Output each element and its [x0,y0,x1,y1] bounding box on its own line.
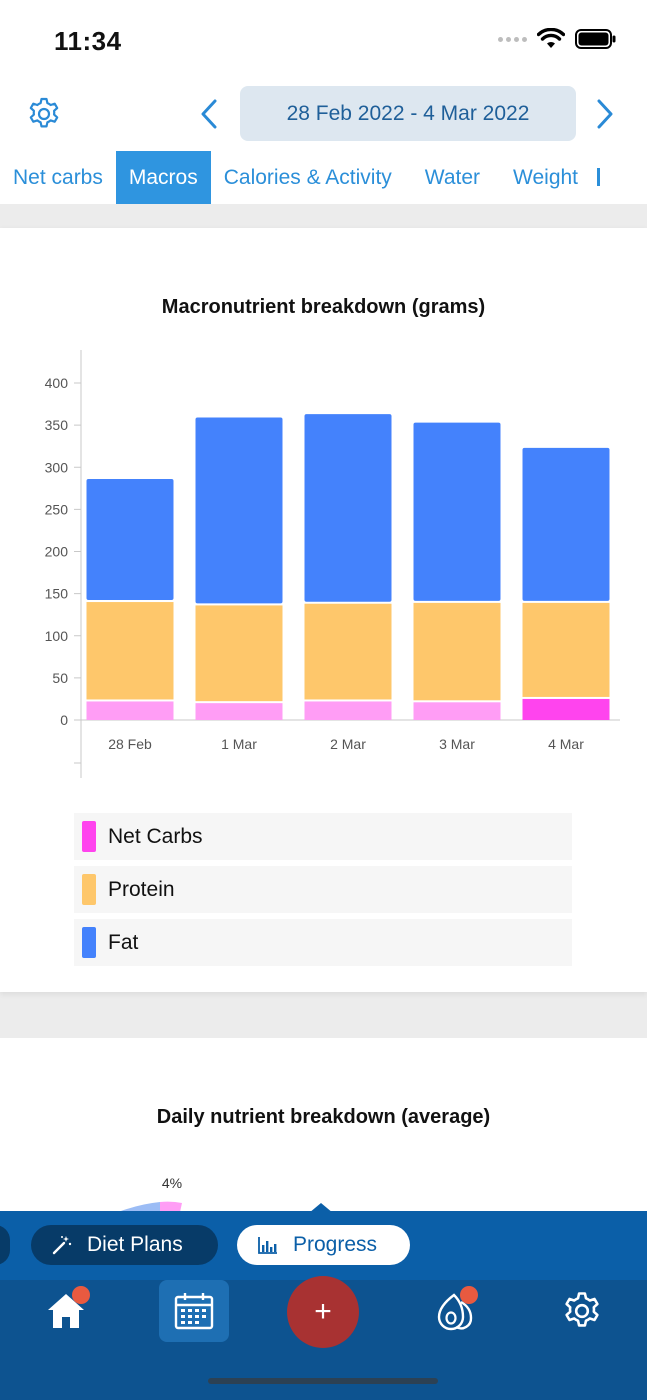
x-tick-label: 28 Feb [108,736,152,752]
date-range-selector[interactable]: 28 Feb 2022 - 4 Mar 2022 [240,86,576,141]
tab-bar: Net carbs Macros Calories & Activity Wat… [0,151,647,204]
y-tick-label: 150 [45,586,69,602]
bottom-navigation: Diet Plans Progress [0,1211,647,1400]
tab-net-carbs[interactable]: Net carbs [13,165,103,189]
food-tab[interactable] [424,1280,484,1342]
legend-item-net-carbs[interactable]: Net Carbs [74,813,572,860]
header: 28 Feb 2022 - 4 Mar 2022 Net carbs Macro… [0,80,647,204]
status-bar: 11:34 [0,0,647,80]
notification-badge [460,1286,478,1304]
battery-icon [575,29,616,49]
calendar-icon [174,1293,214,1330]
gear-icon[interactable] [26,96,62,132]
y-tick-label: 50 [52,670,68,686]
y-tick-label: 350 [45,417,69,433]
macronutrient-bar-chart: 0 50 100 150 200 250 300 350 400 28 Feb 1 Mar 2 Mar… [45,350,620,778]
calendar-tab[interactable] [159,1280,229,1342]
wifi-icon [537,28,565,48]
chevron-left-icon[interactable] [196,98,224,130]
pill-partial[interactable] [0,1225,10,1265]
bar-segment-protein [304,603,392,700]
bar-segment-fat [86,479,174,601]
bar-segment-net-carbs [522,698,610,720]
status-icons [498,28,617,50]
tab-weight[interactable]: Weight [513,165,579,189]
bar-segment-fat [522,447,610,601]
bar-segment-net-carbs [195,703,283,720]
y-tick-label: 300 [45,459,69,475]
pie-slice-pink [160,1201,182,1212]
settings-tab[interactable] [552,1280,612,1342]
bar-segment-protein [86,602,174,700]
pie-slice-blue [118,1202,160,1212]
tab-water[interactable]: Water [424,165,481,189]
legend-swatch [82,874,96,905]
y-tick-label: 400 [45,375,69,391]
home-indicator[interactable] [208,1378,438,1384]
pie-percent-label: 4% [162,1175,182,1191]
y-tick-label: 100 [45,628,69,644]
y-tick-label: 0 [60,712,68,728]
chart-title: Daily nutrient breakdown (average) [156,1106,491,1128]
x-tick-label: 4 Mar [548,736,584,752]
progress-indicator-notch [309,1203,333,1213]
progress-label: Progress [293,1233,378,1256]
y-tick-label: 250 [45,501,69,517]
diet-plans-label: Diet Plans [87,1233,183,1256]
bar-segment-fat [195,417,283,604]
x-tick-label: 3 Mar [439,736,475,752]
x-tick-label: 2 Mar [330,736,366,752]
y-tick-label: 200 [45,544,69,560]
bar-segment-fat [413,422,501,601]
daily-nutrient-card: Daily nutrient breakdown (average) 4% [0,1038,647,1238]
bar-segment-net-carbs [304,701,392,720]
notification-badge [72,1286,90,1304]
fruit-icon [437,1293,473,1331]
legend-label: Fat [108,930,139,954]
add-button[interactable]: + [287,1276,359,1348]
bar-segment-net-carbs [413,702,501,720]
home-tab[interactable] [36,1280,96,1342]
chart-title: Macronutrient breakdown (grams) [161,296,486,318]
bar-segment-fat [304,414,392,602]
home-icon [48,1294,84,1328]
tab-macros[interactable]: Macros [115,151,211,204]
chevron-right-icon[interactable] [590,98,618,130]
legend-item-fat[interactable]: Fat [74,919,572,966]
progress-button[interactable]: Progress [237,1225,410,1265]
bar-segment-protein [522,602,610,697]
tab-overflow-indicator [597,168,603,186]
section-pills: Diet Plans Progress [0,1225,647,1265]
signal-icon [498,36,527,42]
bar-segment-net-carbs [86,701,174,720]
nutrient-pie-chart: 4% [118,1175,182,1212]
x-tick-label: 1 Mar [221,736,257,752]
tab-dock: + [0,1276,647,1400]
legend-swatch [82,821,96,852]
diet-plans-button[interactable]: Diet Plans [31,1225,218,1265]
legend-label: Net Carbs [108,824,203,848]
macronutrient-card: Macronutrient breakdown (grams) 0 50 100 15… [0,228,647,992]
legend-label: Protein [108,877,175,901]
status-time: 11:34 [54,26,122,56]
tab-calories-activity[interactable]: Calories & Activity [223,165,392,189]
bar-segment-protein [195,605,283,702]
bar-chart-icon [258,1237,277,1254]
bar-segment-protein [413,602,501,701]
magic-wand-icon [52,1236,72,1255]
legend-swatch [82,927,96,958]
chart-legend: Net Carbs Protein Fat [74,813,572,972]
settings-icon [565,1292,599,1327]
add-icon: + [314,1295,332,1328]
legend-item-protein[interactable]: Protein [74,866,572,913]
